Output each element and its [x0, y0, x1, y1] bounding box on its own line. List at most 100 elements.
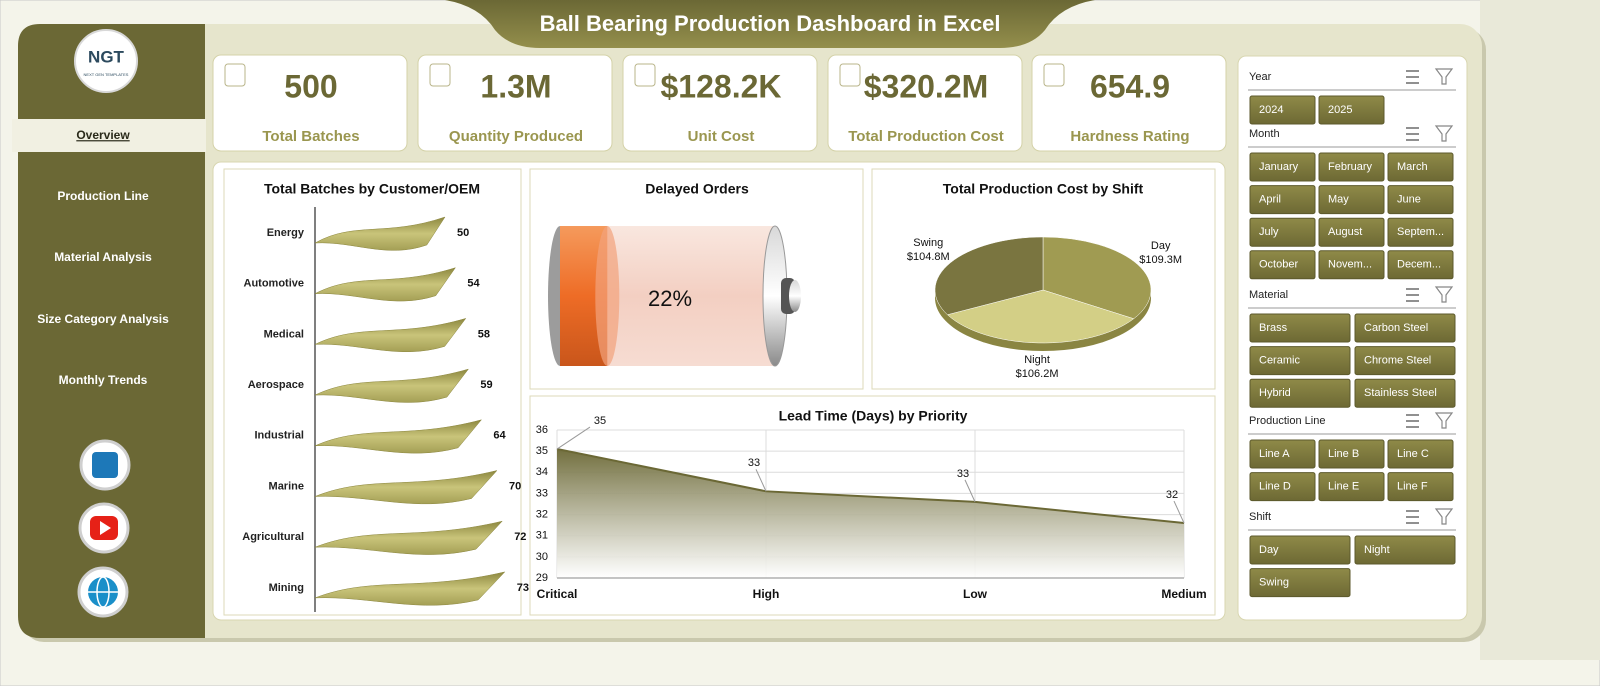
- bar: [314, 520, 503, 555]
- clear-filter-icon[interactable]: [1434, 68, 1454, 85]
- slicer-button[interactable]: [1354, 313, 1456, 343]
- slicer-button-label[interactable]: July: [1259, 226, 1279, 238]
- slicer-button-label[interactable]: Line E: [1328, 481, 1359, 493]
- clear-filter-icon[interactable]: [1434, 412, 1454, 429]
- slicer-button[interactable]: [1318, 217, 1385, 247]
- title-banner: [445, 0, 1095, 48]
- kpi-label: Quantity Produced: [449, 128, 583, 145]
- slicer-button[interactable]: [1249, 568, 1351, 598]
- slicer-button-label[interactable]: Chrome Steel: [1364, 355, 1431, 367]
- nav-item[interactable]: Overview: [76, 128, 130, 142]
- data-label: 70: [509, 480, 521, 492]
- chart-title: Total Batches by Customer/OEM: [264, 181, 480, 197]
- slicer-button-label[interactable]: 2025: [1328, 104, 1352, 116]
- slicer-button[interactable]: [1249, 250, 1316, 280]
- slicer-button-label[interactable]: Novem...: [1328, 259, 1372, 271]
- leader-line: [755, 469, 767, 492]
- slicer-button[interactable]: [1387, 217, 1454, 247]
- dashboard-title: Ball Bearing Production Dashboard in Exc…: [540, 11, 1001, 36]
- y-tick-label: Energy: [267, 227, 305, 239]
- slicer-button-label[interactable]: Night: [1364, 544, 1390, 556]
- slicer-button[interactable]: [1387, 472, 1454, 502]
- slicer-button[interactable]: [1249, 439, 1316, 469]
- nav-item[interactable]: Production Line: [57, 189, 149, 203]
- chart-title: Lead Time (Days) by Priority: [779, 408, 968, 424]
- slicer-button[interactable]: [1354, 535, 1456, 565]
- nav-item[interactable]: Size Category Analysis: [37, 312, 169, 326]
- data-label: 64: [493, 430, 506, 442]
- slicer-button[interactable]: [1387, 439, 1454, 469]
- data-label: 72: [514, 531, 526, 543]
- kpi-card: [622, 54, 818, 152]
- kpi-label: Hardness Rating: [1070, 128, 1189, 145]
- slicer-button-label[interactable]: Day: [1259, 544, 1279, 556]
- slicer-title: Month: [1249, 128, 1280, 140]
- slicer-button[interactable]: [1249, 313, 1351, 343]
- slicer-button-label[interactable]: April: [1259, 194, 1281, 206]
- slicer-button[interactable]: [1318, 95, 1385, 125]
- slicer-button[interactable]: [1249, 217, 1316, 247]
- slicer-button-label[interactable]: Line A: [1259, 448, 1290, 460]
- sidebar: [18, 24, 205, 638]
- nav-item[interactable]: Monthly Trends: [59, 373, 148, 387]
- slicer-button-label[interactable]: February: [1328, 161, 1373, 173]
- slicer-button[interactable]: [1318, 250, 1385, 280]
- slicer-button[interactable]: [1354, 346, 1456, 376]
- clear-filter-icon[interactable]: [1434, 508, 1454, 525]
- slicer-button-label[interactable]: March: [1397, 161, 1428, 173]
- slicer-button[interactable]: [1318, 472, 1385, 502]
- slicer-button-label[interactable]: Line C: [1397, 448, 1429, 460]
- slicer-title: Production Line: [1249, 415, 1325, 427]
- slicer-button-label[interactable]: Line F: [1397, 481, 1428, 493]
- slicer-button-label[interactable]: Decem...: [1397, 259, 1441, 271]
- slicer-button-label[interactable]: 2024: [1259, 104, 1283, 116]
- bar: [314, 267, 457, 302]
- slicer-button-label[interactable]: August: [1328, 226, 1362, 238]
- slicer-button[interactable]: [1249, 472, 1316, 502]
- slicer-button-label[interactable]: June: [1397, 194, 1421, 206]
- slicer-button-label[interactable]: Swing: [1259, 577, 1289, 589]
- slicer-button[interactable]: [1249, 378, 1351, 408]
- leader-line: [556, 426, 591, 450]
- slicer-button[interactable]: [1249, 185, 1316, 215]
- slicer-button[interactable]: [1249, 152, 1316, 182]
- clear-filter-icon[interactable]: [1434, 125, 1454, 142]
- slicer-button[interactable]: [1318, 439, 1385, 469]
- slicer-button-label[interactable]: January: [1259, 161, 1299, 173]
- slicer-button-label[interactable]: Stainless Steel: [1364, 387, 1437, 399]
- slicer-button-label[interactable]: Carbon Steel: [1364, 322, 1428, 334]
- slicer-button[interactable]: [1249, 535, 1351, 565]
- slicer-button[interactable]: [1354, 378, 1456, 408]
- slicer-button-label[interactable]: October: [1259, 259, 1298, 271]
- slicer-button-label[interactable]: Septem...: [1397, 226, 1444, 238]
- kpi-value: $320.2M: [864, 68, 989, 104]
- slicer-button-label[interactable]: May: [1328, 194, 1349, 206]
- kpi-value: $128.2K: [661, 68, 782, 104]
- y-tick-label: 29: [536, 572, 548, 584]
- data-label: 58: [478, 328, 490, 340]
- slicer-button[interactable]: [1318, 185, 1385, 215]
- y-tick-label: Medical: [264, 328, 304, 340]
- slicer-button-label[interactable]: Line D: [1259, 481, 1291, 493]
- slicer-button[interactable]: [1249, 346, 1351, 376]
- logo: [74, 29, 138, 93]
- slicer-button[interactable]: [1387, 185, 1454, 215]
- data-label: Swing: [913, 237, 943, 249]
- nav-item[interactable]: Material Analysis: [54, 250, 152, 264]
- slicer-button-label[interactable]: Ceramic: [1259, 355, 1300, 367]
- slicer-button[interactable]: [1387, 250, 1454, 280]
- slicer-button-label[interactable]: Brass: [1259, 322, 1288, 334]
- leader-line: [964, 479, 976, 503]
- bar: [314, 571, 506, 606]
- slicer-button-label[interactable]: Line B: [1328, 448, 1359, 460]
- slicer-button[interactable]: [1249, 95, 1316, 125]
- nav-active: [12, 119, 206, 152]
- slicer-button[interactable]: [1387, 152, 1454, 182]
- y-tick-label: Industrial: [254, 430, 304, 442]
- clear-filter-icon[interactable]: [1434, 286, 1454, 303]
- y-tick-label: 32: [536, 508, 548, 520]
- slicer-button[interactable]: [1318, 152, 1385, 182]
- slicer-button-label[interactable]: Hybrid: [1259, 387, 1291, 399]
- data-label: $106.2M: [1016, 368, 1059, 380]
